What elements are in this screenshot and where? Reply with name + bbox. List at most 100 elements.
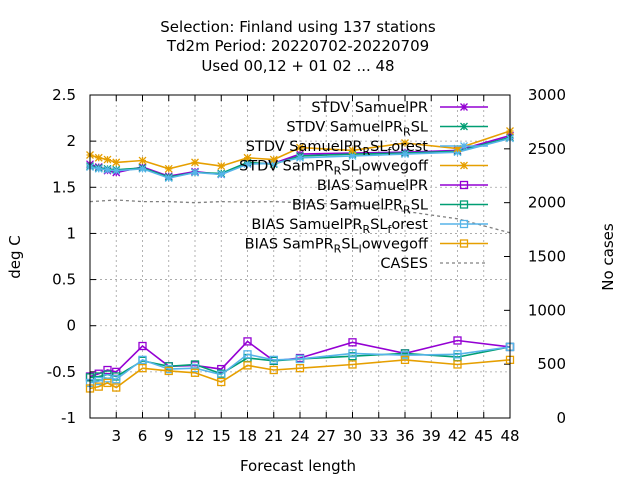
y2-tick-label: 3000 bbox=[528, 86, 566, 104]
legend-entry: STDV SamuelPR bbox=[311, 100, 488, 116]
legend-entry: STDV SamuelPRRSLforest bbox=[246, 139, 488, 158]
legend-label-part: BIAS SamuelPR bbox=[292, 198, 403, 214]
legend-label-part: BIAS SamuelPR bbox=[251, 217, 362, 233]
y2-axis-label: No cases bbox=[599, 223, 617, 291]
legend-entry: BIAS SamuelPR bbox=[317, 178, 488, 194]
legend-label-part: STDV SamuelPR bbox=[246, 139, 363, 155]
series-group bbox=[85, 127, 515, 393]
x-axis-label: Forecast length bbox=[240, 457, 356, 475]
legend-label-part: orest bbox=[391, 139, 428, 155]
data-point bbox=[243, 337, 252, 346]
data-point bbox=[164, 174, 173, 183]
legend-label-part: owvegoff bbox=[362, 159, 429, 175]
y2-tick-label: 500 bbox=[537, 355, 566, 373]
data-point bbox=[243, 361, 252, 370]
data-point bbox=[401, 150, 409, 159]
data-point bbox=[112, 375, 121, 384]
legend-label-part: SL bbox=[341, 237, 358, 253]
data-point bbox=[348, 151, 357, 160]
data-point bbox=[191, 168, 199, 177]
data-point bbox=[103, 365, 112, 375]
y2-tick-label: 2500 bbox=[528, 140, 566, 158]
legend-label-part: SL bbox=[341, 159, 358, 175]
data-point bbox=[460, 142, 468, 150]
legend-label: BIAS SamPRRSLlowvegoff bbox=[245, 237, 429, 256]
data-point bbox=[401, 139, 409, 147]
legend-label-part: SL bbox=[370, 139, 387, 155]
data-point bbox=[269, 155, 278, 164]
data-point bbox=[138, 341, 147, 351]
y-tick-label: -0.5 bbox=[47, 363, 76, 381]
legend-label-subscript: R bbox=[403, 126, 411, 139]
series-line bbox=[89, 199, 511, 234]
y-tick-label: 0.5 bbox=[52, 271, 76, 289]
legend-label-part: STDV SamPR bbox=[239, 159, 334, 175]
y2-tick-label: 1500 bbox=[528, 248, 566, 266]
legend-label-part: orest bbox=[391, 217, 428, 233]
data-point bbox=[296, 153, 304, 162]
y2-tick-label: 0 bbox=[556, 409, 566, 427]
title-line-3: Used 00,12 + 01 02 ... 48 bbox=[201, 57, 394, 75]
legend-entry: BIAS SamPRRSLlowvegoff bbox=[245, 237, 488, 256]
y-axis-label: deg C bbox=[6, 235, 24, 279]
x-tick-label: 48 bbox=[500, 427, 519, 445]
y2-tick-label: 2000 bbox=[528, 194, 566, 212]
legend-label-part: CASES bbox=[380, 256, 428, 272]
legend-entry: BIAS SamuelPRRSLforest bbox=[251, 217, 488, 236]
legend-label: STDV SamuelPRRSLforest bbox=[246, 139, 429, 158]
legend-label: BIAS SamuelPR bbox=[317, 178, 428, 194]
y-tick-label: -1 bbox=[61, 409, 76, 427]
data-point bbox=[94, 153, 103, 162]
legend-label-part: SL bbox=[411, 198, 428, 214]
legend-label: STDV SamPRRSLlowvegoff bbox=[239, 159, 429, 178]
title-line-1: Selection: Finland using 137 stations bbox=[160, 18, 436, 36]
data-point bbox=[453, 336, 462, 345]
legend-label-subscript: f bbox=[387, 223, 392, 236]
data-point bbox=[138, 364, 147, 373]
data-point bbox=[190, 368, 200, 377]
data-point bbox=[459, 219, 469, 229]
data-point bbox=[190, 364, 200, 373]
data-point bbox=[453, 360, 462, 369]
x-tick-label: 15 bbox=[212, 427, 231, 445]
data-point bbox=[296, 143, 304, 152]
legend-label-subscript: R bbox=[362, 145, 370, 158]
legend-label-part: STDV SamuelPR bbox=[286, 120, 403, 136]
series-cases bbox=[89, 199, 511, 234]
data-point bbox=[243, 160, 252, 169]
data-point bbox=[453, 144, 462, 153]
y2-tick-label: 1000 bbox=[528, 301, 566, 319]
data-point bbox=[164, 164, 173, 173]
data-point bbox=[217, 364, 226, 374]
x-tick-label: 6 bbox=[138, 427, 148, 445]
data-point bbox=[459, 200, 469, 209]
title-line-2: Td2m Period: 20220702-20220709 bbox=[166, 37, 429, 55]
legend-label-part: BIAS SamPR bbox=[245, 237, 334, 253]
legend-label: BIAS SamuelPRRSLforest bbox=[251, 217, 428, 236]
legend-label-part: SL bbox=[370, 217, 387, 233]
data-point bbox=[295, 354, 305, 364]
y-tick-label: 1.5 bbox=[52, 178, 76, 196]
legend-label-part: owvegoff bbox=[362, 237, 429, 253]
y-tick-label: 2.5 bbox=[52, 86, 76, 104]
data-point bbox=[453, 350, 462, 359]
data-point bbox=[348, 146, 357, 155]
legend-label: BIAS SamuelPRRSL bbox=[292, 198, 428, 217]
x-tick-label: 30 bbox=[343, 427, 362, 445]
data-point bbox=[269, 365, 278, 375]
data-point bbox=[269, 355, 278, 365]
data-point bbox=[460, 103, 468, 111]
data-point bbox=[459, 239, 469, 248]
x-tick-label: 18 bbox=[238, 427, 257, 445]
data-point bbox=[164, 366, 173, 376]
legend-entry: STDV SamPRRSLlowvegoff bbox=[239, 159, 488, 178]
data-point bbox=[348, 338, 357, 347]
data-point bbox=[191, 158, 199, 167]
data-point bbox=[94, 164, 103, 173]
data-point bbox=[103, 165, 112, 174]
legend-entry: CASES bbox=[380, 256, 488, 272]
data-point bbox=[460, 161, 468, 170]
data-point bbox=[112, 383, 121, 392]
legend-label-subscript: R bbox=[362, 223, 370, 236]
